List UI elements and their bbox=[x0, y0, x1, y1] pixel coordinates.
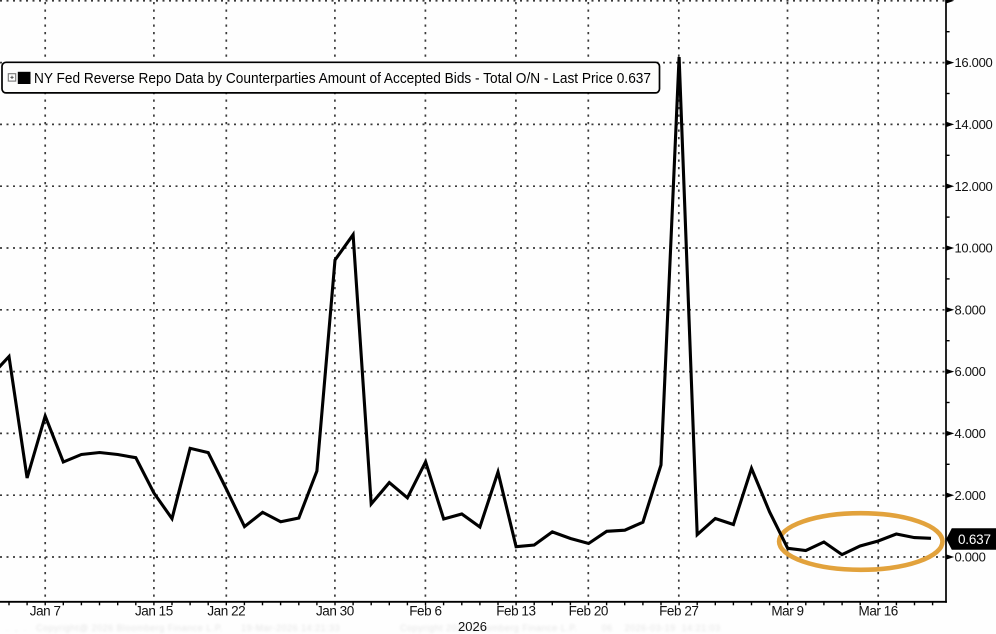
svg-text:6.000: 6.000 bbox=[955, 364, 986, 379]
svg-text:Jan 7: Jan 7 bbox=[30, 604, 61, 619]
svg-text:Feb 20: Feb 20 bbox=[569, 604, 608, 619]
svg-text:2.000: 2.000 bbox=[955, 488, 986, 503]
svg-text:0.000: 0.000 bbox=[955, 550, 986, 565]
svg-text:14.000: 14.000 bbox=[955, 117, 993, 132]
svg-text:0.637: 0.637 bbox=[958, 532, 991, 547]
svg-text:Mar 16: Mar 16 bbox=[859, 604, 898, 619]
svg-text:Feb 27: Feb 27 bbox=[659, 604, 698, 619]
svg-text:Mar 9: Mar 9 bbox=[771, 604, 803, 619]
svg-text:8.000: 8.000 bbox=[955, 302, 986, 317]
svg-text:12.000: 12.000 bbox=[955, 179, 993, 194]
svg-text:Jan 22: Jan 22 bbox=[207, 604, 245, 619]
svg-text:Jan 30: Jan 30 bbox=[316, 604, 354, 619]
svg-text:Jan 15: Jan 15 bbox=[135, 604, 173, 619]
svg-text:NY Fed Reverse Repo Data by Co: NY Fed Reverse Repo Data by Counterparti… bbox=[34, 71, 651, 87]
svg-text:4.000: 4.000 bbox=[955, 426, 986, 441]
svg-text:Feb 6: Feb 6 bbox=[409, 604, 441, 619]
svg-text:16.000: 16.000 bbox=[955, 55, 993, 70]
svg-text:Feb 13: Feb 13 bbox=[496, 604, 535, 619]
svg-text:10.000: 10.000 bbox=[955, 241, 993, 256]
svg-text:2026: 2026 bbox=[458, 619, 487, 634]
